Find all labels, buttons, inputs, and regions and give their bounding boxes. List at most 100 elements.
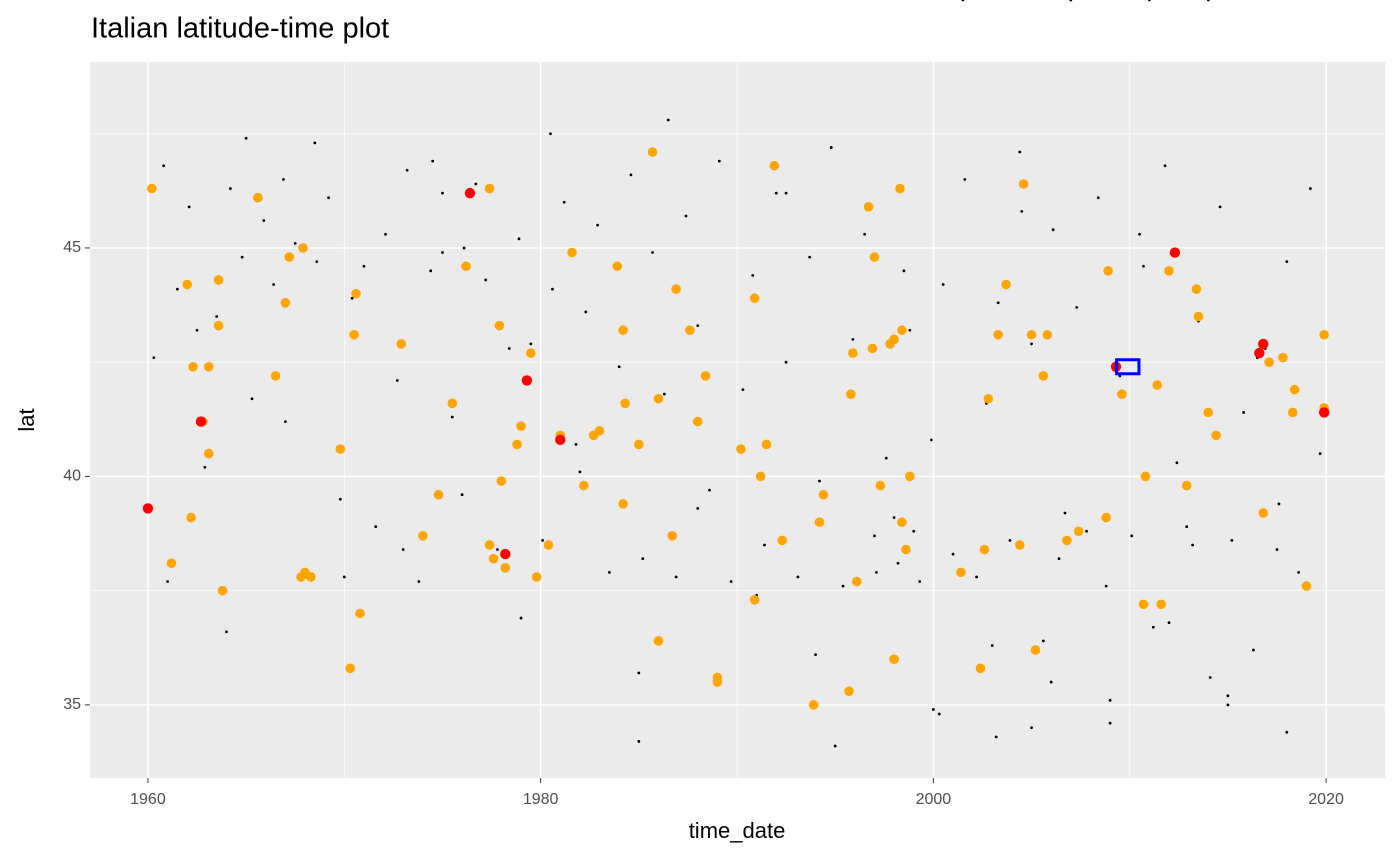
point [818, 489, 829, 500]
point [526, 348, 536, 358]
point [814, 653, 817, 657]
point [315, 260, 319, 264]
point [213, 275, 224, 285]
point [1108, 698, 1112, 702]
point [521, 375, 533, 386]
point [634, 439, 644, 450]
point [696, 324, 700, 328]
point [763, 543, 766, 547]
point [784, 360, 788, 364]
point [1030, 645, 1041, 655]
y-tick-label: 40 [63, 468, 81, 485]
point [867, 343, 878, 354]
point [1008, 538, 1012, 542]
point [833, 744, 837, 748]
point [751, 273, 755, 277]
point [1275, 548, 1279, 551]
point [662, 392, 666, 396]
point [203, 465, 207, 469]
point [162, 164, 166, 168]
point [362, 264, 366, 268]
point [875, 570, 878, 574]
point [912, 529, 916, 533]
point [1175, 461, 1179, 465]
point [293, 241, 297, 245]
point [405, 168, 409, 172]
point [496, 476, 507, 486]
point [729, 580, 733, 583]
point [1163, 164, 1167, 168]
point [708, 488, 711, 492]
panel [90, 62, 1385, 778]
point [1285, 260, 1289, 264]
point [620, 398, 630, 409]
point [844, 686, 854, 696]
point [1075, 305, 1079, 309]
point [808, 700, 819, 710]
point [474, 182, 478, 186]
point [1140, 471, 1151, 482]
point [1101, 512, 1111, 523]
point [417, 580, 421, 583]
point [774, 191, 778, 195]
point [941, 283, 945, 286]
point [401, 548, 405, 551]
point [250, 397, 254, 401]
point [990, 644, 994, 647]
point [1318, 407, 1330, 418]
point [1142, 264, 1145, 268]
point [996, 301, 1000, 305]
point [902, 269, 906, 273]
point [889, 654, 899, 664]
point [280, 297, 291, 308]
point [647, 147, 658, 157]
point [1104, 584, 1108, 588]
highlight-marker [1115, 358, 1141, 376]
point [282, 178, 285, 181]
point [594, 425, 605, 436]
point [956, 567, 966, 578]
point [175, 287, 179, 291]
point [1277, 502, 1281, 506]
point [1264, 357, 1274, 367]
point [975, 663, 986, 674]
point [618, 325, 628, 336]
point [1193, 311, 1204, 322]
point [841, 584, 845, 588]
point [637, 671, 641, 675]
point [1164, 266, 1174, 276]
point [484, 540, 495, 550]
point [1108, 721, 1112, 725]
point [848, 348, 858, 358]
point [784, 191, 788, 195]
point [808, 255, 812, 259]
point [187, 205, 191, 209]
point [818, 479, 821, 483]
point [217, 585, 228, 596]
point [1020, 210, 1024, 213]
point [1096, 196, 1100, 200]
point [152, 356, 156, 360]
point [1289, 384, 1300, 395]
point [895, 183, 905, 194]
point [1018, 150, 1022, 154]
point [549, 132, 552, 136]
point [1152, 380, 1163, 390]
point [961, 0, 965, 2]
x-tick-label: 2000 [916, 791, 952, 808]
point [1252, 648, 1255, 652]
point [1018, 179, 1029, 189]
point [979, 544, 990, 555]
point [484, 278, 488, 282]
point [396, 339, 407, 349]
point [1151, 625, 1155, 629]
point [244, 136, 248, 140]
point [182, 279, 192, 290]
point [1318, 452, 1322, 455]
point [618, 499, 628, 509]
point [313, 141, 317, 145]
point [1049, 680, 1053, 684]
point [1051, 228, 1055, 232]
point [433, 489, 444, 500]
point [875, 480, 886, 491]
